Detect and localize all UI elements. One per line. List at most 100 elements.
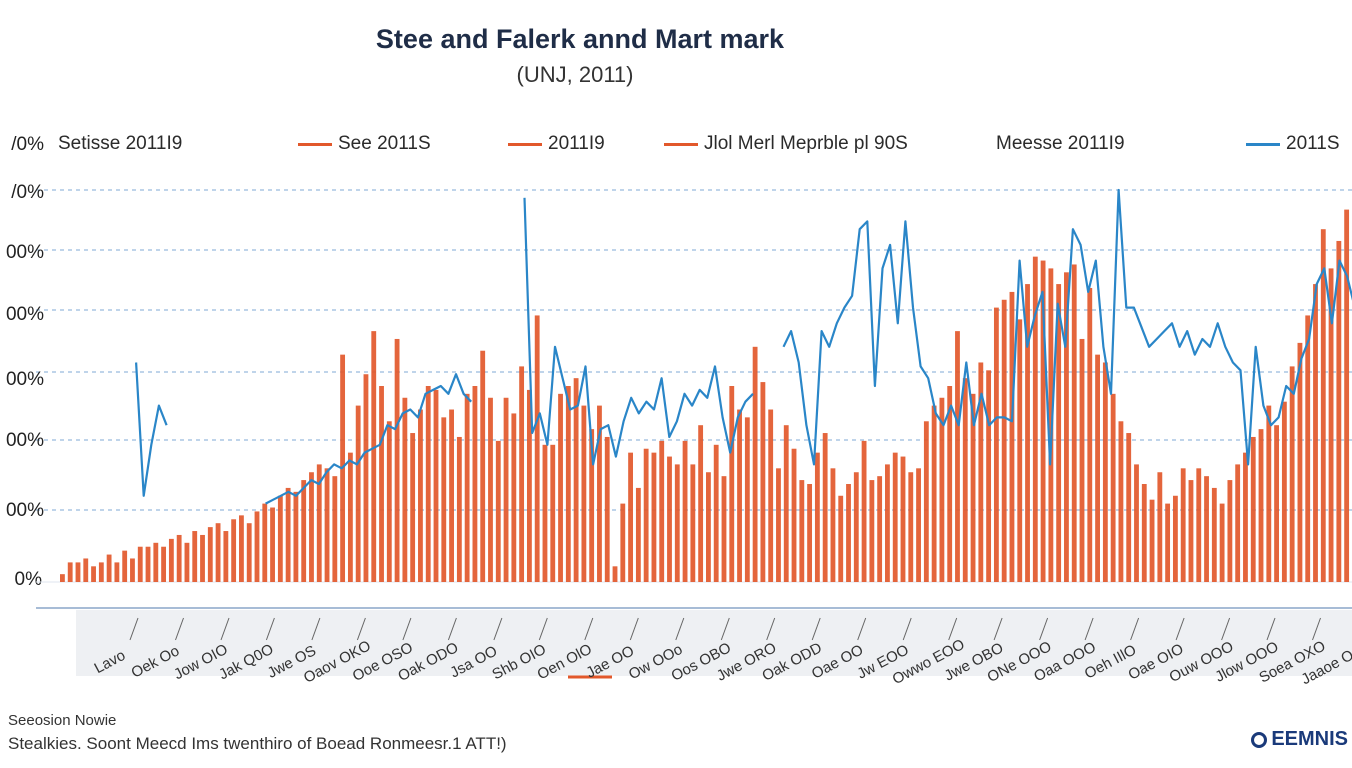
bar xyxy=(768,409,774,582)
bar xyxy=(379,386,384,582)
bar xyxy=(916,468,921,582)
bar xyxy=(519,366,525,582)
bar xyxy=(1017,319,1023,582)
bar xyxy=(1196,468,1202,582)
legend-label: 2011I9 xyxy=(548,133,605,154)
legend-label: See 2011S xyxy=(338,133,431,154)
x-tick-mark xyxy=(220,617,230,641)
bar xyxy=(1211,487,1217,582)
legend-label: Setisse 2011I9 xyxy=(58,133,183,154)
bar xyxy=(394,338,400,582)
bar xyxy=(1227,480,1233,582)
bar xyxy=(270,507,275,582)
bar xyxy=(277,495,283,582)
bar xyxy=(838,495,844,582)
bar xyxy=(822,433,828,582)
bar xyxy=(1079,338,1085,582)
bar xyxy=(776,468,781,582)
bar xyxy=(993,307,999,582)
bar xyxy=(729,386,735,582)
bar xyxy=(161,546,167,582)
bar xyxy=(425,386,431,582)
y-tick-label: 00% xyxy=(6,369,44,390)
legend-item: Jlol Merl Meprble pl 90S xyxy=(664,132,908,156)
x-tick-mark xyxy=(129,617,139,641)
bar xyxy=(1040,260,1046,582)
x-tick-mark xyxy=(993,617,1003,641)
x-tick-mark xyxy=(629,617,639,641)
legend-swatch xyxy=(508,142,542,146)
bar xyxy=(978,362,984,582)
bar xyxy=(75,562,81,582)
x-tick-mark xyxy=(493,617,503,641)
bar xyxy=(184,542,190,582)
y-tick-label: /0% xyxy=(11,182,44,203)
chart-subtitle: (UNJ, 2011) xyxy=(516,62,634,87)
bar xyxy=(355,405,361,582)
bar xyxy=(659,440,665,582)
bar xyxy=(246,523,252,582)
bar xyxy=(760,382,766,582)
bar xyxy=(1141,484,1147,582)
legend-item: 2011S xyxy=(1246,132,1340,156)
bar xyxy=(1110,393,1116,582)
bar xyxy=(472,386,478,582)
chart-title: Stee and Falerk annd Mart mark xyxy=(375,24,785,54)
bar xyxy=(145,546,151,582)
y-tick-label: 00% xyxy=(6,500,44,521)
bar xyxy=(1313,284,1318,582)
bar xyxy=(98,562,104,582)
bar xyxy=(931,405,937,582)
bar xyxy=(955,331,960,582)
bar xyxy=(1219,503,1225,582)
legend-item: Meesse 2011I9 xyxy=(996,132,1125,156)
bar xyxy=(752,346,758,582)
bar xyxy=(877,476,883,582)
bar xyxy=(706,472,711,582)
bar xyxy=(254,511,260,582)
bar xyxy=(60,574,65,582)
bar xyxy=(581,405,587,582)
x-tick-mark xyxy=(720,617,730,641)
bar xyxy=(1344,209,1350,582)
bar xyxy=(480,350,486,582)
bar xyxy=(91,566,96,582)
x-tick-mark xyxy=(175,617,184,641)
bar xyxy=(550,444,556,582)
bar xyxy=(799,480,805,582)
publisher-logo: EEMNIS xyxy=(1251,728,1348,751)
bar xyxy=(667,456,672,582)
bar xyxy=(1188,480,1194,582)
bar xyxy=(1266,405,1272,582)
bar xyxy=(441,417,447,582)
x-tick-mark xyxy=(447,617,457,641)
bar xyxy=(456,436,462,582)
bar xyxy=(628,452,633,582)
bar xyxy=(807,484,813,582)
x-tick-mark xyxy=(538,617,548,641)
legend-item: 2011I9 xyxy=(508,132,605,156)
bar xyxy=(223,531,229,582)
x-tick-mark xyxy=(1130,617,1140,641)
bar xyxy=(114,562,120,582)
bar xyxy=(464,393,470,582)
bar xyxy=(1009,291,1015,582)
bar xyxy=(970,393,976,582)
bar xyxy=(783,425,789,582)
bar xyxy=(176,534,182,582)
bar xyxy=(861,440,867,582)
x-tick-mark xyxy=(265,617,275,641)
bar xyxy=(869,480,875,582)
bar xyxy=(1250,436,1256,582)
bar xyxy=(1149,499,1155,582)
bar xyxy=(503,397,509,582)
bar xyxy=(1243,452,1248,582)
bar xyxy=(721,476,727,582)
bar xyxy=(1095,354,1100,582)
bar xyxy=(83,558,89,582)
bar xyxy=(612,566,618,582)
legend-swatch xyxy=(1246,142,1280,146)
bar xyxy=(316,464,322,582)
bar xyxy=(651,452,657,582)
bar xyxy=(67,562,73,582)
